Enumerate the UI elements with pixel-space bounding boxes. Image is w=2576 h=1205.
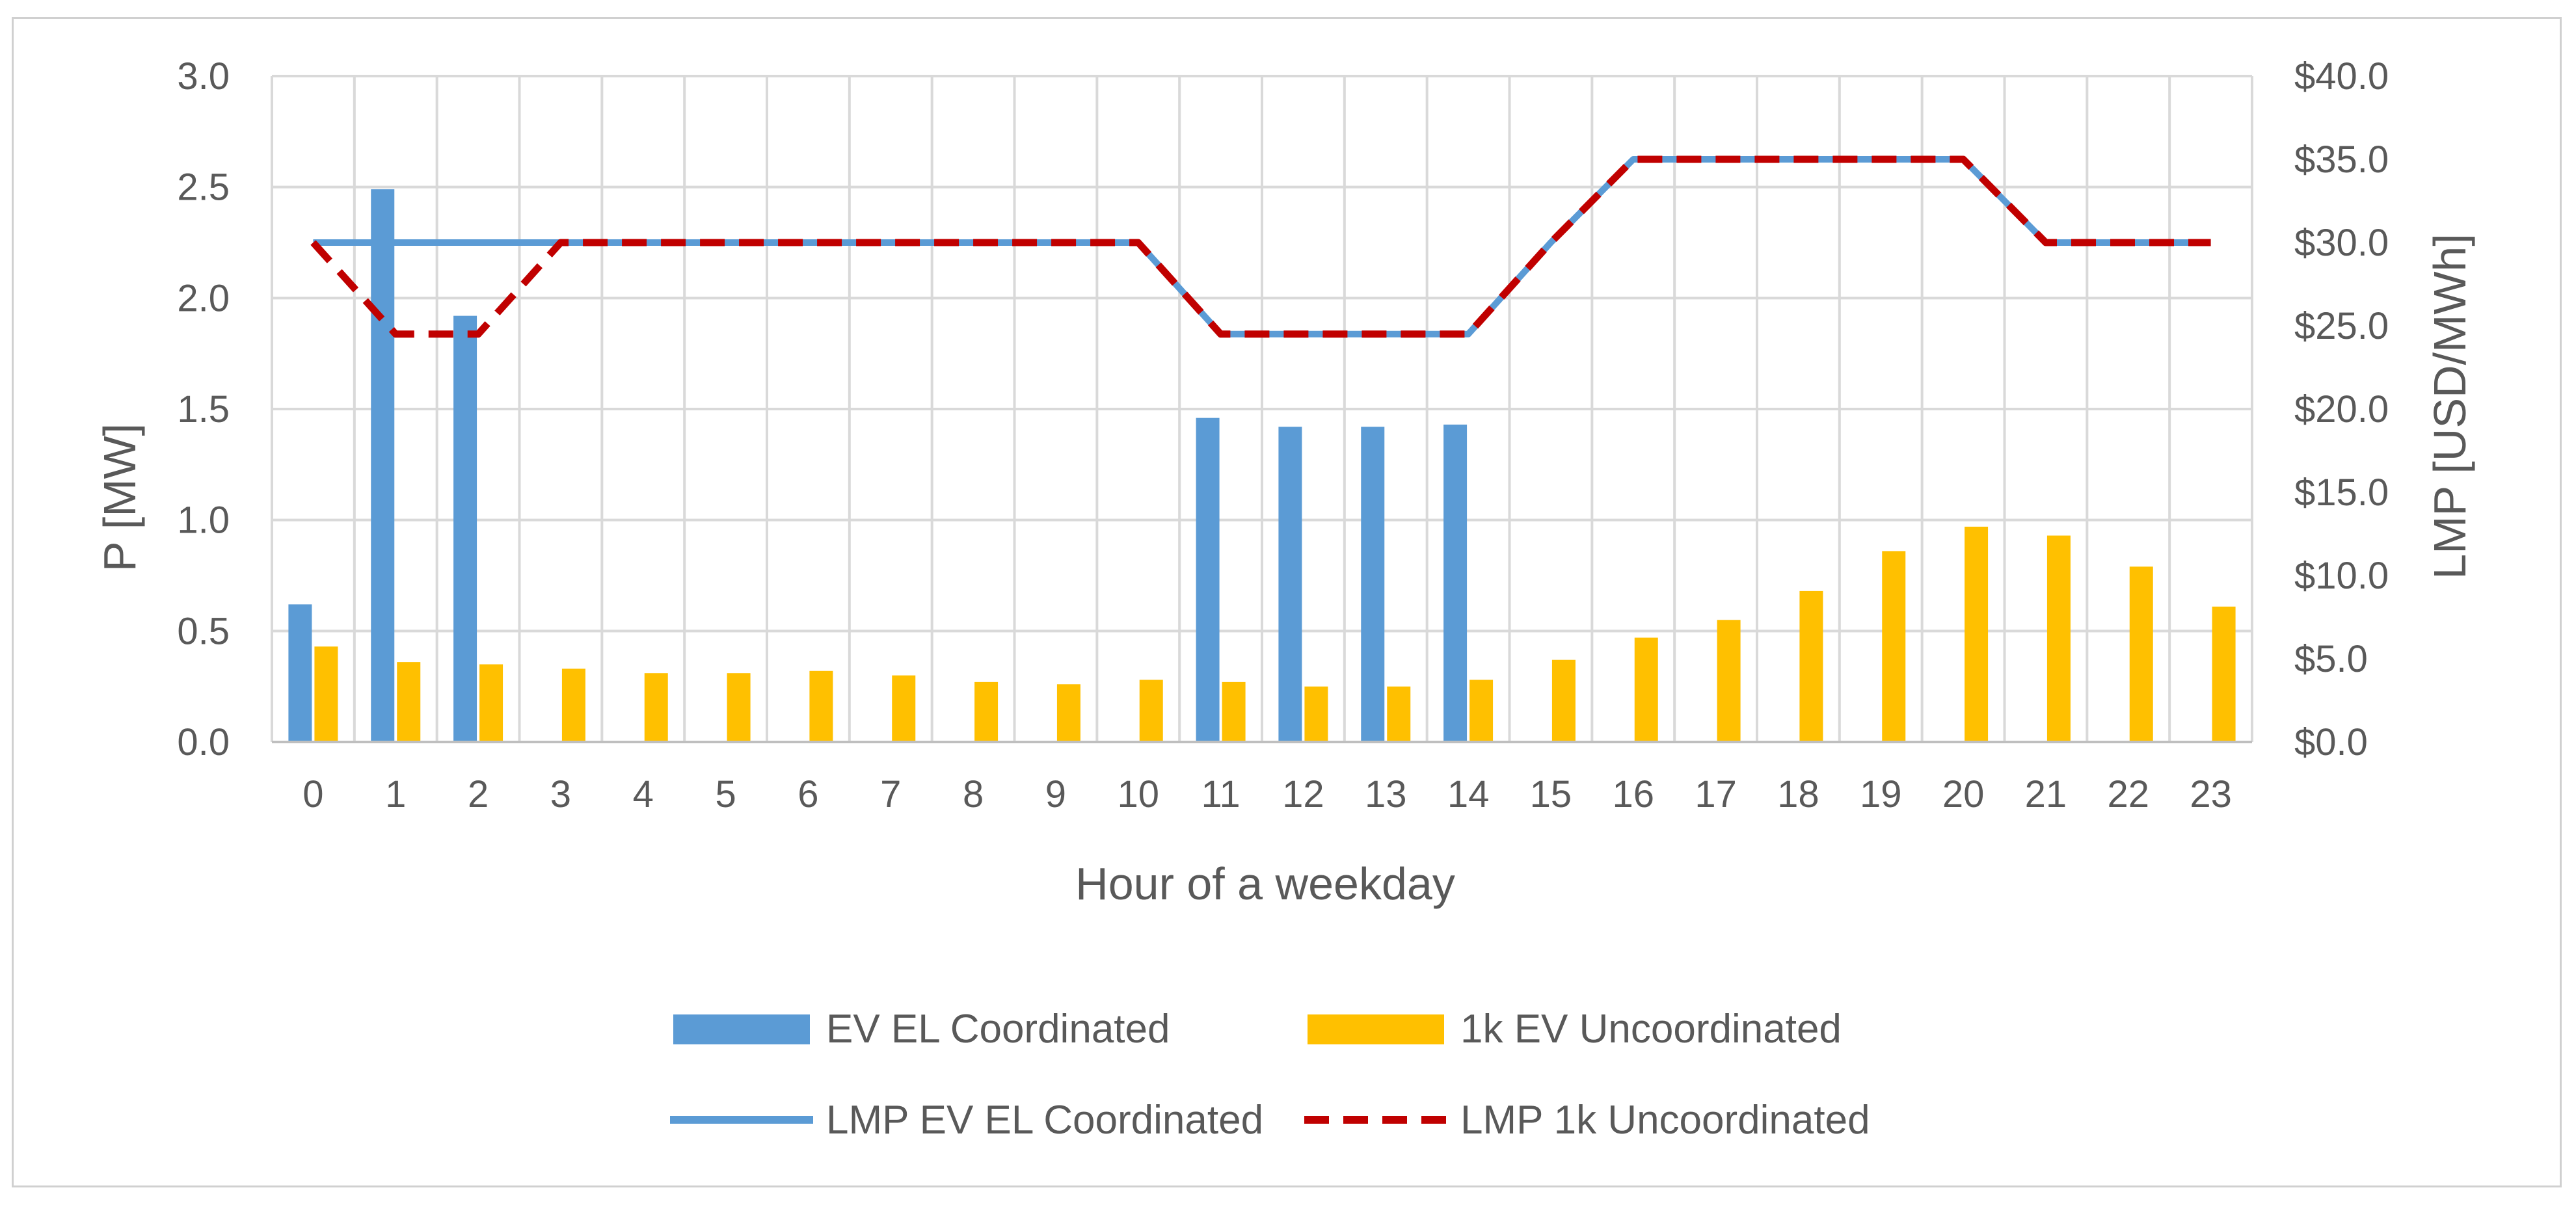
legend-label-lmp-1k-uncoordinated: LMP 1k Uncoordinated bbox=[1460, 1098, 1870, 1143]
legend-label-1k-ev-uncoordinated: 1k EV Uncoordinated bbox=[1460, 1007, 1842, 1052]
x-axis-title: Hour of a weekday bbox=[1075, 858, 1455, 909]
bar-1k-ev-uncoordinated-12 bbox=[1304, 686, 1328, 742]
x-tick-label-7: 7 bbox=[880, 773, 901, 815]
bar-1k-ev-uncoordinated-4 bbox=[644, 673, 668, 742]
y2-tick-label-0: $0.0 bbox=[2294, 721, 2368, 763]
bar-1k-ev-uncoordinated-2 bbox=[479, 664, 503, 742]
bar-1k-ev-uncoordinated-15 bbox=[1551, 659, 1576, 742]
bar-1k-ev-uncoordinated-11 bbox=[1222, 682, 1246, 742]
bar-ev-el-coordinated-0 bbox=[288, 604, 312, 742]
x-tick-label-0: 0 bbox=[302, 773, 323, 815]
y-axis-title: P [MW] bbox=[94, 423, 145, 572]
bar-ev-el-coordinated-12 bbox=[1278, 427, 1302, 742]
bar-1k-ev-uncoordinated-20 bbox=[1965, 526, 1989, 742]
y2-tick-label-4: $20.0 bbox=[2294, 388, 2389, 430]
y-tick-label-1: 0.5 bbox=[177, 610, 230, 652]
y2-tick-label-7: $35.0 bbox=[2294, 139, 2389, 181]
bar-1k-ev-uncoordinated-6 bbox=[809, 670, 833, 742]
x-tick-label-6: 6 bbox=[798, 773, 818, 815]
bar-ev-el-coordinated-14 bbox=[1443, 424, 1468, 742]
x-tick-label-1: 1 bbox=[385, 773, 406, 815]
bar-ev-el-coordinated-13 bbox=[1361, 427, 1385, 742]
y2-tick-label-6: $30.0 bbox=[2294, 222, 2389, 264]
bar-1k-ev-uncoordinated-19 bbox=[1882, 551, 1906, 742]
x-tick-label-13: 13 bbox=[1365, 773, 1407, 815]
y-tick-label-3: 1.5 bbox=[177, 388, 230, 430]
y2-tick-label-2: $10.0 bbox=[2294, 555, 2389, 597]
x-tick-label-19: 19 bbox=[1860, 773, 1902, 815]
y-tick-label-6: 3.0 bbox=[177, 55, 230, 98]
legend: EV EL Coordinated 1k EV Uncoordinated LM… bbox=[670, 1007, 1870, 1143]
legend-label-ev-el-coordinated: EV EL Coordinated bbox=[826, 1007, 1170, 1052]
x-tick-label-8: 8 bbox=[963, 773, 984, 815]
bar-1k-ev-uncoordinated-0 bbox=[314, 646, 338, 742]
x-tick-label-10: 10 bbox=[1117, 773, 1159, 815]
bar-1k-ev-uncoordinated-16 bbox=[1634, 637, 1658, 742]
bar-1k-ev-uncoordinated-3 bbox=[561, 669, 585, 742]
bar-1k-ev-uncoordinated-21 bbox=[2046, 535, 2071, 742]
x-tick-label-21: 21 bbox=[2025, 773, 2067, 815]
x-tick-label-18: 18 bbox=[1777, 773, 1819, 815]
x-tick-label-23: 23 bbox=[2190, 773, 2232, 815]
lines bbox=[310, 155, 2211, 338]
x-tick-label-2: 2 bbox=[468, 773, 489, 815]
x-tick-label-15: 15 bbox=[1530, 773, 1572, 815]
y2-tick-label-8: $40.0 bbox=[2294, 55, 2389, 98]
x-tick-label-12: 12 bbox=[1282, 773, 1324, 815]
legend-swatch-1k-ev-uncoordinated bbox=[1308, 1014, 1444, 1044]
bar-1k-ev-uncoordinated-18 bbox=[1799, 590, 1823, 742]
bar-1k-ev-uncoordinated-22 bbox=[2129, 566, 2153, 742]
bar-1k-ev-uncoordinated-5 bbox=[727, 673, 751, 742]
x-tick-label-17: 17 bbox=[1695, 773, 1737, 815]
y2-axis-title: LMP [USD/MWh] bbox=[2424, 233, 2475, 579]
x-tick-label-14: 14 bbox=[1447, 773, 1490, 815]
x-tick-label-11: 11 bbox=[1201, 773, 1240, 815]
line-lmp-1k-uncoordinated bbox=[310, 155, 2211, 338]
bars bbox=[288, 189, 2236, 743]
x-tick-label-22: 22 bbox=[2107, 773, 2149, 815]
y-tick-label-4: 2.0 bbox=[177, 277, 230, 319]
y2-tick-label-1: $5.0 bbox=[2294, 638, 2368, 680]
x-tick-label-16: 16 bbox=[1612, 773, 1654, 815]
x-tick-label-3: 3 bbox=[550, 773, 571, 815]
y2-tick-label-5: $25.0 bbox=[2294, 305, 2389, 347]
bar-ev-el-coordinated-1 bbox=[371, 189, 395, 743]
x-tick-label-4: 4 bbox=[633, 773, 654, 815]
bar-ev-el-coordinated-2 bbox=[453, 315, 477, 742]
bar-1k-ev-uncoordinated-13 bbox=[1387, 686, 1411, 742]
y-tick-label-2: 1.0 bbox=[177, 499, 230, 542]
x-tick-label-20: 20 bbox=[1942, 773, 1985, 815]
bar-1k-ev-uncoordinated-9 bbox=[1056, 684, 1080, 742]
y2-tick-label-3: $15.0 bbox=[2294, 471, 2389, 514]
bar-1k-ev-uncoordinated-23 bbox=[2212, 606, 2236, 742]
bar-1k-ev-uncoordinated-8 bbox=[974, 682, 999, 742]
x-tick-label-9: 9 bbox=[1045, 773, 1066, 815]
bar-ev-el-coordinated-11 bbox=[1196, 417, 1220, 742]
y-tick-label-5: 2.5 bbox=[177, 166, 230, 209]
bar-1k-ev-uncoordinated-1 bbox=[397, 662, 421, 742]
bar-1k-ev-uncoordinated-14 bbox=[1469, 680, 1494, 742]
bar-1k-ev-uncoordinated-10 bbox=[1139, 680, 1163, 742]
y-tick-label-0: 0.0 bbox=[177, 721, 230, 763]
x-tick-label-5: 5 bbox=[715, 773, 736, 815]
gridlines bbox=[271, 75, 2253, 742]
bar-1k-ev-uncoordinated-7 bbox=[892, 675, 916, 742]
legend-swatch-ev-el-coordinated bbox=[673, 1014, 810, 1044]
bar-1k-ev-uncoordinated-17 bbox=[1717, 620, 1741, 742]
axes: 0.0 0.5 1.0 1.5 2.0 2.5 3.0 $0.0 $5.0 $10.0 $15.0 $… bbox=[177, 55, 2389, 815]
legend-label-lmp-ev-el-coordinated: LMP EV EL Coordinated bbox=[826, 1098, 1263, 1143]
